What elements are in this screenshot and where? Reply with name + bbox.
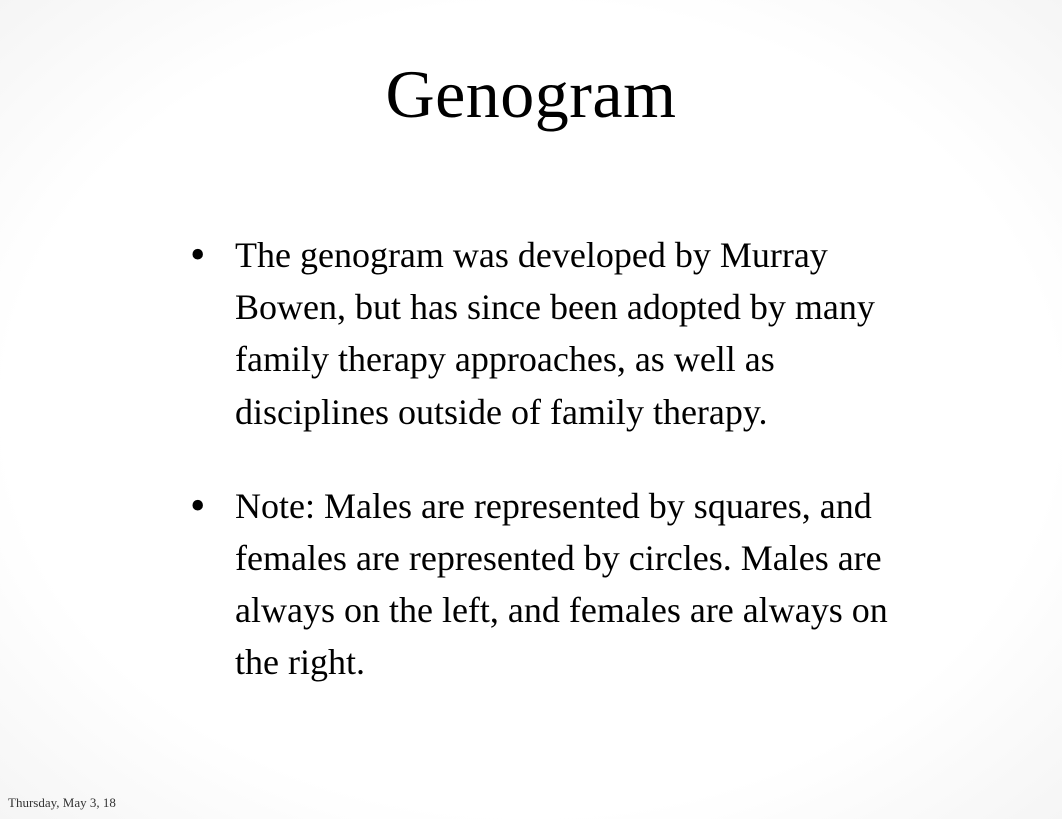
- slide-title: Genogram: [60, 55, 1002, 134]
- footer-date: Thursday, May 3, 18: [8, 795, 116, 811]
- bullet-item: Note: Males are represented by squares, …: [190, 480, 912, 689]
- bullet-list: The genogram was developed by Murray Bow…: [60, 229, 1002, 689]
- slide-container: Genogram The genogram was developed by M…: [0, 0, 1062, 819]
- bullet-item: The genogram was developed by Murray Bow…: [190, 229, 912, 438]
